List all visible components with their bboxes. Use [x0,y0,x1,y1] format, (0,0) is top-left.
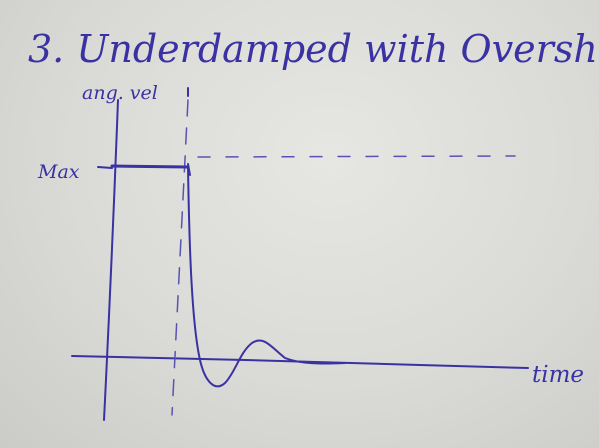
y-axis-line [103,99,119,421]
y-axis-label: ang. vel [82,82,158,104]
time-marker-dashed-line [171,99,189,416]
x-axis-label: time [532,362,584,388]
max-tick [97,166,113,169]
diagram-title: 3. Underdamped with Overshoot [28,27,599,71]
max-label: Max [37,161,80,183]
underdamped-response-curve [187,165,346,388]
max-reference-dashed-line [197,155,516,158]
drop-start-stroke [187,163,191,176]
max-plateau-line [110,164,190,169]
